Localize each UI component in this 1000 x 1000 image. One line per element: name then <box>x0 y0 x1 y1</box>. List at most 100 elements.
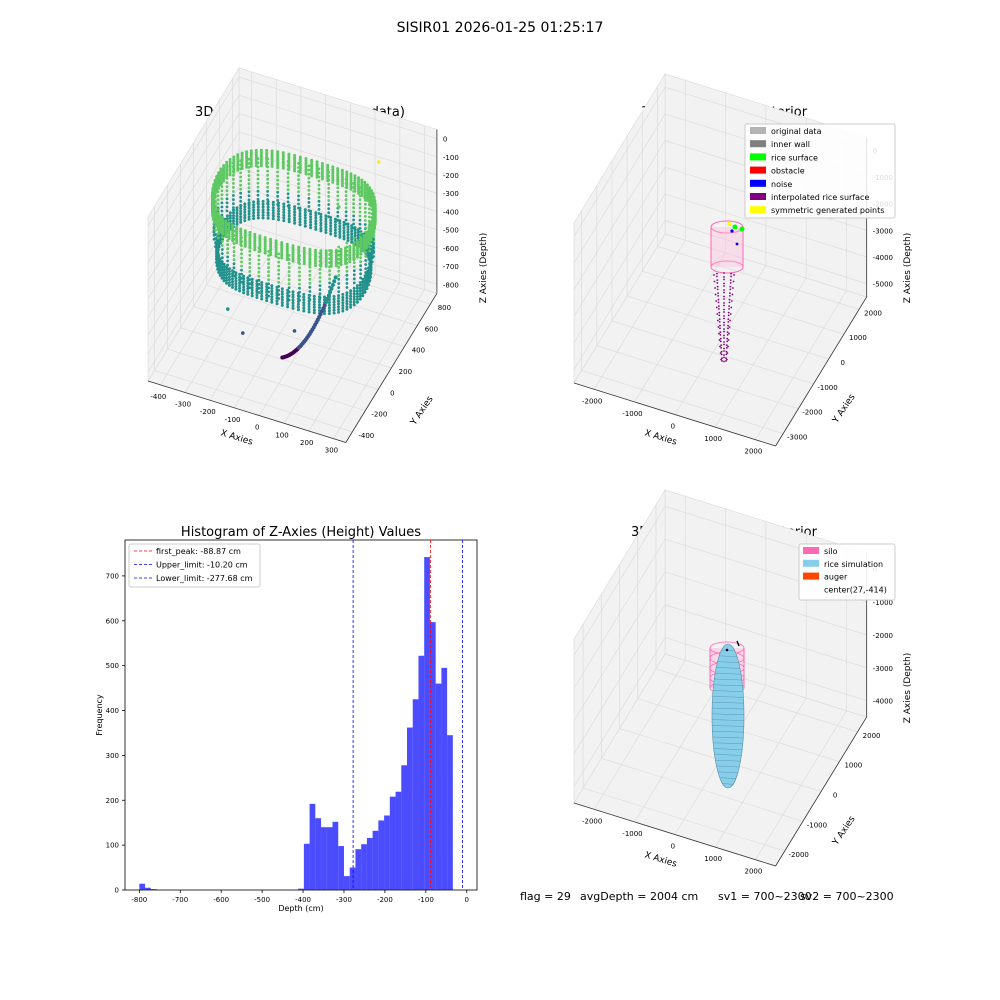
data-point <box>348 255 352 259</box>
data-point <box>249 158 253 162</box>
legend-swatch <box>750 206 766 214</box>
grid-y-floor <box>601 757 804 822</box>
interpolated-point <box>723 304 725 307</box>
data-point <box>235 214 239 218</box>
data-point <box>240 264 243 268</box>
data-point <box>249 156 253 159</box>
data-point <box>320 177 324 181</box>
interpolated-point <box>716 313 719 315</box>
data-point <box>261 205 265 209</box>
data-point <box>324 258 328 262</box>
data-point <box>280 287 284 291</box>
data-point <box>365 230 369 234</box>
interpolated-point <box>723 330 725 333</box>
data-point <box>210 191 214 195</box>
interpolated-point <box>726 340 729 343</box>
data-point <box>344 262 347 265</box>
data-point <box>222 166 226 170</box>
grid-z-left <box>147 186 240 336</box>
data-point <box>365 232 369 236</box>
z-tick-label: -3000 <box>873 665 893 673</box>
data-point <box>297 250 301 253</box>
data-point <box>222 268 226 272</box>
data-point <box>358 283 362 287</box>
data-point <box>359 252 363 256</box>
data-point <box>255 284 259 288</box>
interpolated-point <box>723 302 725 304</box>
z-tick-label: -300 <box>443 190 459 198</box>
data-point <box>297 182 300 186</box>
data-point <box>228 219 232 223</box>
data-point <box>261 202 265 206</box>
data-point <box>239 187 243 191</box>
data-point <box>297 261 301 264</box>
data-point <box>341 309 345 313</box>
data-point <box>314 253 317 257</box>
interpolated-point <box>714 293 717 296</box>
data-point <box>242 282 246 286</box>
data-point <box>277 280 281 284</box>
data-point <box>327 207 331 211</box>
data-point <box>339 250 343 253</box>
data-point <box>373 199 377 203</box>
data-point <box>367 240 371 244</box>
data-point <box>327 303 331 307</box>
data-point <box>356 242 359 246</box>
data-point <box>240 276 243 280</box>
data-point <box>267 258 270 261</box>
data-point <box>367 231 371 235</box>
data-point <box>231 234 235 238</box>
x-tick-label: 2000 <box>745 448 763 456</box>
data-point <box>304 157 308 160</box>
z-tick-label: -100 <box>443 154 459 162</box>
data-point <box>337 205 341 209</box>
data-point <box>341 295 345 299</box>
legend-swatch <box>803 547 819 554</box>
interpolated-point <box>729 295 731 297</box>
data-point <box>277 207 280 210</box>
data-point <box>318 306 321 310</box>
data-point <box>342 234 346 238</box>
data-point <box>282 210 286 214</box>
rice-simulation-mesh <box>715 760 741 762</box>
data-point <box>317 195 321 199</box>
data-point <box>220 236 224 239</box>
data-point <box>286 200 290 204</box>
data-point <box>337 282 341 285</box>
data-point <box>329 218 333 222</box>
data-point <box>274 241 278 245</box>
data-point <box>253 248 257 252</box>
data-point <box>235 241 239 245</box>
data-point <box>285 242 289 246</box>
data-point <box>227 275 231 279</box>
data-point <box>297 258 301 262</box>
interpolated-point <box>729 282 732 284</box>
data-point <box>369 223 373 227</box>
data-point <box>302 295 306 299</box>
rice-simulation-mesh <box>713 742 743 744</box>
data-point <box>242 291 246 295</box>
data-point <box>356 240 359 244</box>
x-tick-label: -500 <box>254 896 270 904</box>
legend-label: inner wall <box>771 140 810 149</box>
data-point <box>240 162 244 166</box>
data-point <box>227 226 231 230</box>
data-point <box>342 237 346 241</box>
x-tick-label: -700 <box>172 896 188 904</box>
data-point <box>225 189 229 193</box>
data-point <box>243 205 247 209</box>
data-point <box>349 179 353 182</box>
data-point <box>286 302 290 306</box>
data-point <box>308 263 312 267</box>
data-point <box>250 288 254 292</box>
interpolated-point <box>728 332 730 335</box>
data-point <box>220 256 224 260</box>
data-point <box>239 206 243 210</box>
data-point <box>267 286 270 290</box>
data-point <box>219 169 223 173</box>
data-point <box>339 256 343 260</box>
data-point <box>276 150 280 154</box>
data-point <box>271 217 275 221</box>
interpolated-point <box>718 318 721 320</box>
rice-simulation-mesh <box>717 771 739 773</box>
